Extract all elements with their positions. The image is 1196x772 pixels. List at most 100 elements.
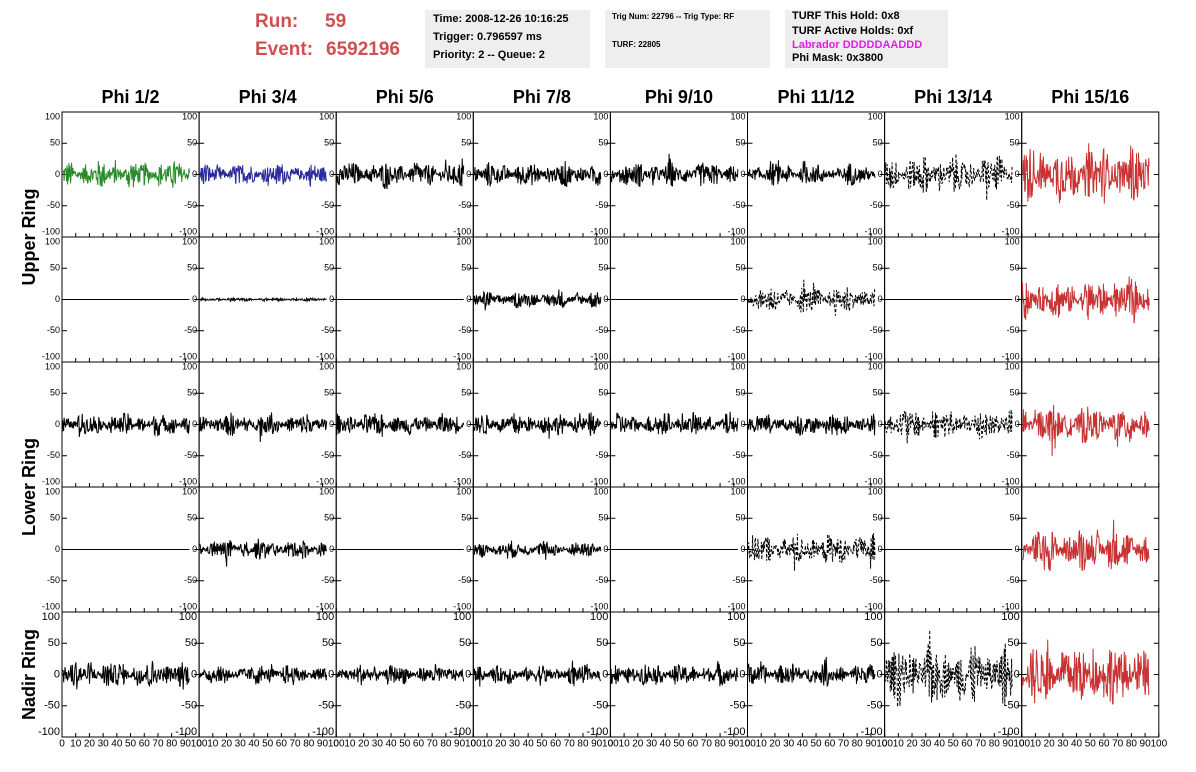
y-tick-label: -100 <box>727 226 745 236</box>
y-tick-label: 100 <box>1005 236 1020 246</box>
y-tick-label: 50 <box>873 513 883 523</box>
y-tick-label: 50 <box>1010 513 1020 523</box>
y-tick-label: -50 <box>592 700 608 712</box>
x-tick-label: 90 <box>1002 739 1014 750</box>
y-tick-label: 0 <box>1015 544 1020 554</box>
y-tick-label: 0 <box>1015 294 1020 304</box>
waveform <box>747 279 876 316</box>
x-tick-label: 30 <box>235 739 247 750</box>
y-tick-label: -100 <box>42 476 60 486</box>
y-tick-label: 0 <box>329 544 334 554</box>
x-tick-label: 70 <box>1112 739 1124 750</box>
x-tick-label: 30 <box>509 739 521 750</box>
y-tick-label: 0 <box>876 668 882 680</box>
y-tick-label: 100 <box>456 236 471 246</box>
y-tick-label: 50 <box>735 263 745 273</box>
y-tick-label: 0 <box>878 294 883 304</box>
y-tick-label: -50 <box>732 450 745 460</box>
y-tick-label: 50 <box>324 388 334 398</box>
y-tick-label: 100 <box>456 486 471 496</box>
x-tick-label: 50 <box>810 739 822 750</box>
y-tick-label: 100 <box>182 361 197 371</box>
y-tick-label: -100 <box>316 226 334 236</box>
x-tick-label: 60 <box>1098 739 1110 750</box>
y-tick-label: -100 <box>38 726 60 738</box>
y-tick-label: 0 <box>603 419 608 429</box>
y-tick-label: -100 <box>590 601 608 611</box>
waveform <box>884 629 1013 708</box>
y-tick-label: -50 <box>458 325 471 335</box>
y-tick-label: 0 <box>466 169 471 179</box>
y-tick-label: 100 <box>45 236 60 246</box>
x-tick-label: 40 <box>797 739 809 750</box>
column-header: Phi 3/4 <box>239 87 297 107</box>
x-tick-label: 80 <box>303 739 315 750</box>
x-tick-label: 10 <box>893 739 905 750</box>
y-tick-label: -100 <box>179 476 197 486</box>
y-tick-label: 100 <box>45 361 60 371</box>
y-tick-label: -100 <box>179 226 197 236</box>
y-tick-label: 0 <box>54 668 60 680</box>
column-header: Phi 7/8 <box>513 87 571 107</box>
x-tick-label: 30 <box>920 739 932 750</box>
x-tick-label: 70 <box>152 739 164 750</box>
y-tick-label: 0 <box>1015 169 1020 179</box>
y-tick-label: 0 <box>740 294 745 304</box>
x-tick-label: 0 <box>1019 739 1025 750</box>
y-tick-label: 100 <box>730 361 745 371</box>
column-header: Phi 15/16 <box>1051 87 1129 107</box>
y-tick-label: -100 <box>453 476 471 486</box>
run-value: 59 <box>325 11 346 32</box>
x-tick-label: 60 <box>550 739 562 750</box>
x-tick-label: 100 <box>876 739 893 750</box>
x-tick-label: 0 <box>471 739 477 750</box>
event-label: Event: <box>255 39 313 60</box>
waveform <box>62 412 190 438</box>
info-box <box>605 10 770 68</box>
x-tick-label: 60 <box>961 739 973 750</box>
panel-frame <box>198 361 337 488</box>
run-label: Run: <box>255 11 298 32</box>
x-tick-label: 80 <box>715 739 727 750</box>
y-tick-label: -50 <box>321 200 334 210</box>
y-tick-label: 0 <box>466 294 471 304</box>
y-tick-label: 50 <box>1010 388 1020 398</box>
y-tick-label: 0 <box>1015 419 1020 429</box>
x-tick-label: 10 <box>619 739 631 750</box>
y-tick-label: 50 <box>324 138 334 148</box>
y-tick-label: 100 <box>868 486 883 496</box>
y-tick-label: 100 <box>1001 611 1019 623</box>
y-tick-label: -50 <box>318 700 334 712</box>
y-tick-label: -100 <box>590 226 608 236</box>
y-tick-label: 50 <box>187 138 197 148</box>
y-tick-label: 100 <box>179 611 197 623</box>
y-tick-label: 0 <box>603 294 608 304</box>
x-tick-label: 0 <box>608 739 614 750</box>
ring-label: Lower Ring <box>19 438 39 536</box>
y-tick-label: -100 <box>316 601 334 611</box>
y-tick-label: -100 <box>42 226 60 236</box>
waveform <box>473 289 602 311</box>
waveform <box>473 412 602 439</box>
waveform <box>473 660 602 687</box>
y-tick-label: 0 <box>55 544 60 554</box>
y-tick-label: -50 <box>595 325 608 335</box>
x-tick-label: 40 <box>660 739 672 750</box>
x-tick-label: 100 <box>191 739 208 750</box>
waveform <box>884 153 1013 201</box>
waveform <box>199 296 327 303</box>
y-tick-label: -100 <box>316 476 334 486</box>
y-tick-label: -100 <box>727 476 745 486</box>
waveform <box>884 409 1013 444</box>
x-tick-label: 40 <box>1071 739 1083 750</box>
y-tick-label: -100 <box>1002 351 1020 361</box>
y-tick-label: 100 <box>182 486 197 496</box>
ring-label: Upper Ring <box>19 189 39 286</box>
y-tick-label: -100 <box>179 601 197 611</box>
y-tick-label: -100 <box>453 351 471 361</box>
x-tick-label: 40 <box>523 739 535 750</box>
waveform <box>473 540 602 560</box>
y-tick-label: -50 <box>47 450 60 460</box>
y-tick-label: -50 <box>47 575 60 585</box>
